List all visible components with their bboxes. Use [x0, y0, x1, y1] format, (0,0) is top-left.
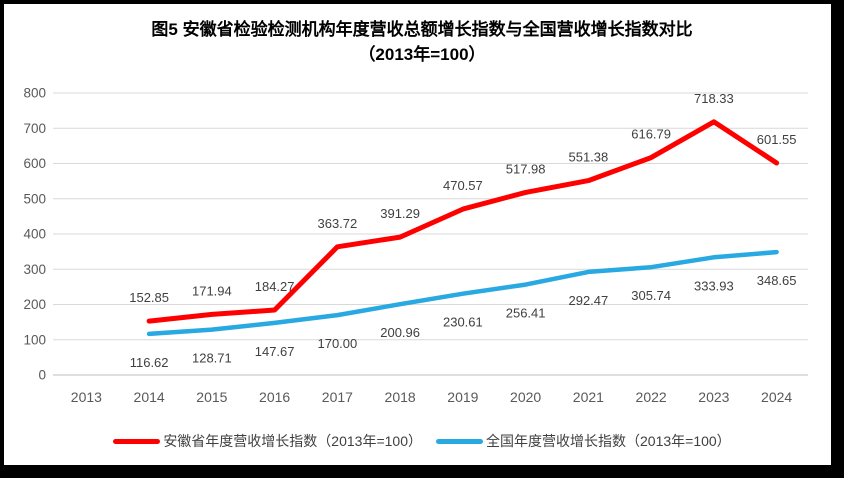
x-tick-label: 2022: [636, 389, 667, 405]
y-tick-label: 300: [23, 262, 46, 277]
data-label: 391.29: [380, 206, 420, 221]
y-tick-label: 700: [23, 121, 46, 136]
x-tick-label: 2024: [761, 389, 792, 405]
x-tick-label: 2018: [385, 389, 416, 405]
y-tick-label: 600: [23, 156, 46, 171]
x-tick-label: 2019: [447, 389, 478, 405]
x-tick-label: 2013: [71, 389, 102, 405]
chart-title: 图5 安徽省检验检测机构年度营收总额增长指数与全国营收增长指数对比 （2013年…: [0, 17, 844, 67]
data-label: 718.33: [694, 91, 734, 106]
frame-border-bottom: [0, 465, 844, 478]
chart-legend: 安徽省年度营收增长指数（2013年=100） 全国年度营收增长指数（2013年=…: [0, 431, 844, 451]
legend-label-anhui: 安徽省年度营收增长指数（2013年=100）: [163, 433, 422, 449]
y-tick-label: 800: [23, 86, 46, 101]
y-tick-label: 400: [23, 227, 46, 242]
y-tick-label: 100: [23, 332, 46, 347]
series-line-national: [146, 249, 779, 337]
x-tick-label: 2020: [510, 389, 541, 405]
data-label: 128.71: [192, 351, 232, 366]
chart-title-line1: 图5 安徽省检验检测机构年度营收总额增长指数与全国营收增长指数对比: [151, 20, 693, 39]
x-tick-label: 2021: [573, 389, 604, 405]
data-label: 230.61: [443, 315, 483, 330]
x-tick-label: 2017: [322, 389, 353, 405]
data-label: 517.98: [506, 161, 546, 176]
x-tick-label: 2015: [196, 389, 227, 405]
x-tick-label: 2014: [134, 389, 165, 405]
data-label: 256.41: [506, 306, 546, 321]
data-label: 616.79: [631, 127, 671, 142]
data-label: 152.85: [129, 290, 169, 305]
data-label: 333.93: [694, 278, 734, 293]
legend-label-national: 全国年度营收增长指数（2013年=100）: [486, 433, 731, 449]
y-tick-label: 0: [38, 368, 46, 383]
data-label: 292.47: [568, 293, 608, 308]
data-label: 601.55: [757, 132, 797, 147]
x-tick-label: 2023: [698, 389, 729, 405]
chart-title-line2: （2013年=100）: [358, 45, 486, 64]
data-label: 363.72: [317, 216, 357, 231]
y-tick-label: 200: [23, 297, 46, 312]
data-label: 170.00: [317, 336, 357, 351]
frame-border-top: [0, 0, 844, 4]
legend-line-swatch-blue: [436, 438, 483, 444]
data-label: 147.67: [255, 344, 295, 359]
legend-entry-anhui: 安徽省年度营收增长指数（2013年=100）: [113, 431, 422, 451]
x-tick-label: 2016: [259, 389, 290, 405]
legend-entry-national: 全国年度营收增长指数（2013年=100）: [436, 431, 731, 451]
frame-border-right: [831, 0, 844, 478]
data-label: 348.65: [757, 273, 797, 288]
legend-line-swatch-red: [113, 438, 161, 444]
data-label: 200.96: [380, 325, 420, 340]
data-label: 184.27: [255, 279, 295, 294]
y-tick-label: 500: [23, 191, 46, 206]
data-label: 171.94: [192, 283, 232, 298]
data-label: 305.74: [631, 288, 671, 303]
data-label: 116.62: [130, 355, 169, 370]
series-line-anhui: [146, 119, 780, 324]
data-label: 551.38: [568, 150, 608, 165]
frame-border-left: [0, 0, 4, 478]
data-label: 470.57: [443, 178, 483, 193]
